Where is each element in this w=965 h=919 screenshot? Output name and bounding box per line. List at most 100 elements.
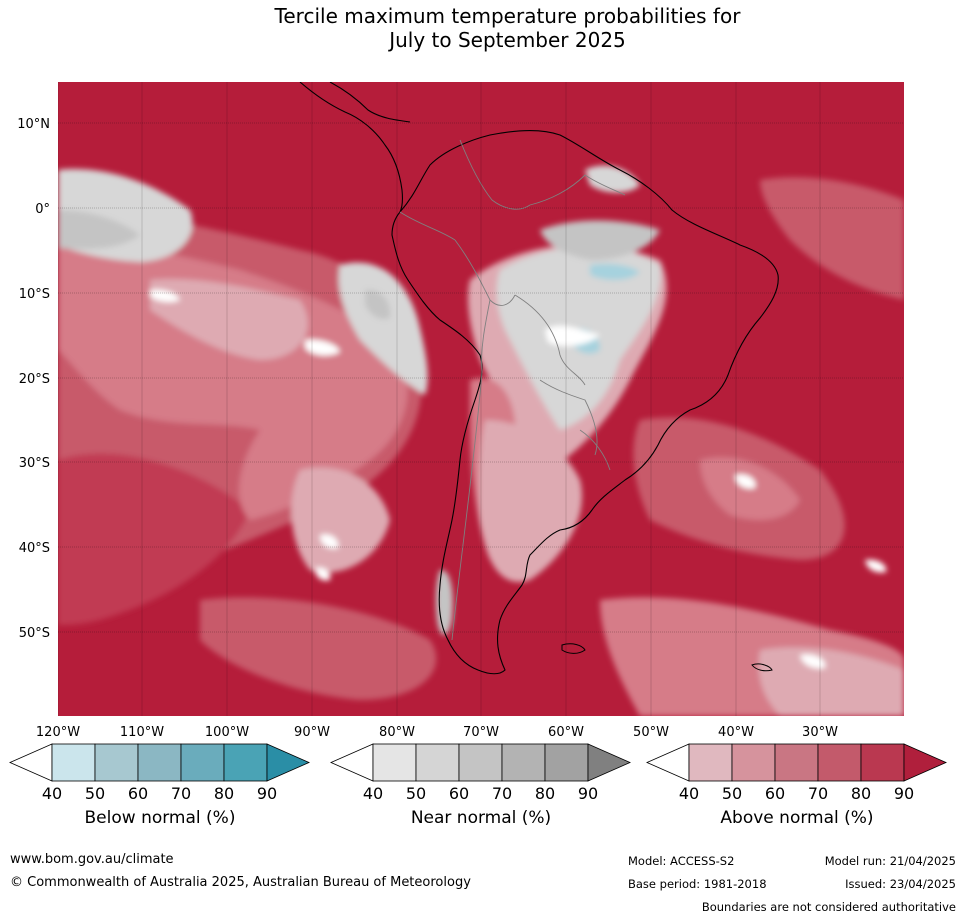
latitude-label: 40°S — [19, 541, 50, 556]
colorbar-tick-label: 90 — [894, 784, 914, 803]
colorbar-tick-label: 40 — [363, 784, 383, 803]
latitude-label: 50°S — [19, 626, 50, 641]
border-venezuela-guyana — [529, 174, 626, 206]
amazon-mouth-near-normal — [585, 165, 640, 193]
colorbar-lower-extension — [330, 743, 374, 782]
coastlines — [299, 82, 779, 675]
colorbar-tick-label: 70 — [808, 784, 828, 803]
colorbar-tick-label: 90 — [257, 784, 277, 803]
colorbar-lower-extension — [646, 743, 690, 782]
latitude-label: 10°S — [19, 287, 50, 302]
boundaries-disclaimer: Boundaries are not considered authoritat… — [701, 900, 956, 914]
colorbar-2: 40 50 60 70 80 90 — [646, 743, 947, 803]
longitude-label: 80°W — [379, 725, 415, 740]
longitude-label: 120°W — [36, 725, 80, 740]
colorbar-upper-extension — [903, 743, 947, 782]
model-run-date: Model run: 21/04/2025 — [824, 854, 956, 868]
south-georgia — [751, 663, 773, 672]
map-title: Tercile maximum temperature probabilitie… — [0, 4, 965, 52]
white-patch-atlantic-1 — [735, 474, 756, 489]
longitude-label: 100°W — [205, 725, 249, 740]
peru-near-50 — [365, 289, 391, 320]
probability-shading — [58, 165, 904, 716]
amazon-near-50 — [540, 220, 660, 260]
colorbar-tick-label: 60 — [449, 784, 469, 803]
colorbar-upper-extension — [587, 743, 631, 782]
colorbar-tick-label: 50 — [85, 784, 105, 803]
south-america-coastline — [391, 129, 779, 675]
patagonia-above-50 — [479, 420, 582, 582]
colorbar-tick-label: 40 — [42, 784, 62, 803]
white-patch-atlantic-2 — [800, 654, 826, 669]
pacific-above-50-south — [291, 467, 390, 573]
colorbar-segment — [688, 743, 733, 782]
border-colombia-venezuela — [459, 139, 531, 210]
white-patch-pacific-2 — [150, 289, 180, 303]
website-link[interactable]: www.bom.gov.au/climate — [10, 852, 174, 867]
colorbar-segment — [372, 743, 417, 782]
atlantic-north-above-70 — [760, 177, 904, 300]
colorbar-segment — [137, 743, 182, 782]
equatorial-pacific-near-50 — [58, 210, 140, 249]
border-bolivia-brazil — [514, 294, 586, 386]
central-america-coastline — [299, 82, 403, 213]
colorbar-tick-label: 70 — [171, 784, 191, 803]
white-patch-pacific-1 — [305, 339, 340, 356]
below-normal-colorbar-title: Below normal (%) — [84, 808, 236, 828]
latitude-labels: 10°N 0° 10°S 20°S 30°S 40°S 50°S — [17, 117, 50, 641]
peru-near-normal — [338, 262, 428, 395]
pacific-above-80-south — [58, 453, 250, 625]
title-line-1: Tercile maximum temperature probabilitie… — [274, 4, 741, 28]
border-argentina-uruguay — [579, 429, 611, 471]
colorbar-0: 40 50 60 70 80 90 — [9, 743, 310, 803]
colorbar-tick-label: 80 — [535, 784, 555, 803]
pacific-south-above-70 — [200, 597, 437, 700]
white-patch-pacific-3 — [320, 534, 339, 549]
colorbar-tick-label: 60 — [128, 784, 148, 803]
longitude-label: 70°W — [463, 725, 499, 740]
longitude-label: 30°W — [802, 725, 838, 740]
colorbar-segment — [94, 743, 139, 782]
falkland-islands — [561, 643, 586, 654]
border-peru-bolivia — [481, 299, 491, 373]
colorbar-segment — [415, 743, 460, 782]
white-patch-atlantic-3 — [865, 559, 887, 573]
latitude-label: 10°N — [17, 117, 50, 132]
border-chile-argentina — [451, 371, 483, 641]
border-ecuador-peru — [399, 211, 456, 241]
pacific-above-50-patches — [150, 279, 308, 360]
brazil-below-50-north — [590, 263, 640, 280]
colorbar-segment — [817, 743, 862, 782]
issued-date: Issued: 23/04/2025 — [845, 877, 956, 891]
colorbar-tick-label: 40 — [679, 784, 699, 803]
atlantic-south-above-50 — [758, 647, 904, 716]
base-period: Base period: 1981-2018 — [628, 877, 767, 891]
colorbar-tick-label: 50 — [722, 784, 742, 803]
colorbar-tick-label: 70 — [492, 784, 512, 803]
above-normal-colorbar-title: Above normal (%) — [720, 808, 874, 828]
caribbean-coastline — [329, 82, 411, 123]
longitude-label: 110°W — [120, 725, 164, 740]
country-borders — [399, 139, 626, 641]
latitude-label: 20°S — [19, 372, 50, 387]
colorbar-segment — [180, 743, 225, 782]
white-patch-pacific-4 — [315, 567, 331, 581]
colorbar-tick-label: 80 — [214, 784, 234, 803]
latitude-label: 0° — [35, 202, 50, 217]
colorbar-1: 40 50 60 70 80 90 — [330, 743, 631, 803]
latitude-label: 30°S — [19, 456, 50, 471]
border-peru-brazil — [454, 239, 516, 306]
colorbar-segment — [544, 743, 589, 782]
border-paraguay — [539, 379, 598, 456]
colorbar-tick-label: 80 — [851, 784, 871, 803]
colorbar-lower-extension — [9, 743, 53, 782]
near-normal-colorbar-title: Near normal (%) — [410, 808, 552, 828]
colorbar-segment — [458, 743, 503, 782]
model-name: Model: ACCESS-S2 — [628, 854, 735, 868]
map-panel — [58, 82, 904, 716]
longitude-label: 60°W — [548, 725, 584, 740]
colorbar-upper-extension — [266, 743, 310, 782]
map-gridlines — [58, 82, 904, 716]
colorbar-tick-label: 60 — [765, 784, 785, 803]
